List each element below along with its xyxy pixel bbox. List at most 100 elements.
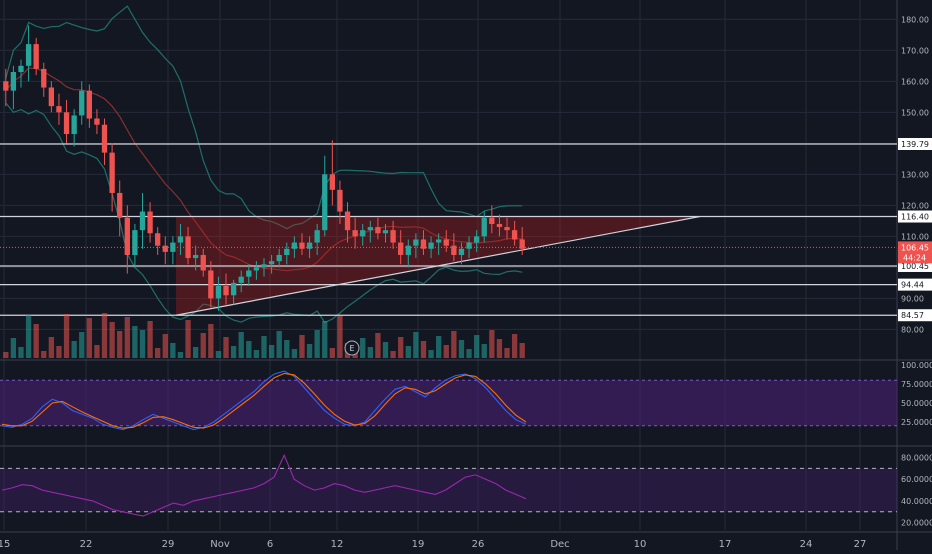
volume-bar <box>56 346 62 358</box>
candle-body <box>177 236 184 243</box>
price-tick-label: 150.00 <box>901 108 929 117</box>
rsi-tick-label: 80.0000 <box>901 454 932 463</box>
volume-bar <box>511 334 518 358</box>
candle-body <box>451 245 457 255</box>
volume-bar <box>519 343 525 358</box>
candle-body <box>208 270 214 299</box>
x-tick-label: 6 <box>267 539 273 550</box>
volume-bar <box>382 342 389 358</box>
volume-bar <box>155 348 161 358</box>
candle-body <box>162 245 168 252</box>
volume-bar <box>306 344 313 358</box>
level-tag-bg <box>898 137 932 150</box>
candle-body <box>291 242 298 249</box>
candle-body <box>322 174 328 231</box>
candle-body <box>443 239 449 246</box>
x-tick-label: Dec <box>550 539 569 550</box>
candle-body <box>33 44 39 69</box>
volume-bar <box>33 324 39 358</box>
candle-body <box>519 239 525 249</box>
price-tick-label: 90.00 <box>901 294 924 303</box>
rsi-line <box>1 453 527 517</box>
price-tick-label: 110.00 <box>901 232 929 241</box>
candle-body <box>398 242 404 255</box>
candle-body <box>223 285 229 296</box>
volume-bar <box>473 335 480 358</box>
candle-body <box>155 233 161 246</box>
x-tick-label: 17 <box>719 539 732 550</box>
candle-body <box>63 112 70 135</box>
volume-bar <box>352 352 358 358</box>
volume-bar <box>367 347 373 358</box>
price-tick-label: 160.00 <box>901 77 929 86</box>
volume-bar <box>428 350 434 358</box>
x-tick-label: 12 <box>331 539 344 550</box>
volume-bar <box>41 351 47 358</box>
candle-body <box>436 239 442 243</box>
volume-bar <box>458 340 465 358</box>
stochastic-pane <box>0 370 897 431</box>
candle-body <box>185 236 191 259</box>
candle-body <box>268 261 275 265</box>
volume-bar <box>405 346 411 358</box>
candle-body <box>367 227 373 231</box>
countdown-label: 44:24 <box>903 253 926 262</box>
volume-bar <box>360 338 366 358</box>
candle-body <box>48 87 55 107</box>
volume-bar <box>86 318 92 358</box>
volume-bar <box>79 332 85 358</box>
stochastic-band <box>0 380 897 426</box>
candle-body <box>466 242 472 249</box>
level-tag-label: 100.45 <box>901 262 929 271</box>
candle-body <box>314 230 320 243</box>
candle-body <box>375 227 381 234</box>
volume-bar <box>314 330 320 358</box>
candle-body <box>458 248 465 255</box>
x-tick-label: 24 <box>800 539 813 550</box>
candle-body <box>489 217 495 224</box>
candle-body <box>382 230 389 234</box>
price-pane: E <box>0 5 897 358</box>
volume-bar <box>200 333 206 358</box>
bollinger-upper <box>5 5 523 230</box>
candle-body <box>3 81 9 91</box>
volume-bar <box>170 343 176 358</box>
volume-bar <box>398 337 404 358</box>
level-tag-label: 139.79 <box>901 140 929 149</box>
volume-bar <box>466 349 472 358</box>
candle-body <box>420 239 427 249</box>
candle-body <box>86 90 92 119</box>
candle-body <box>299 242 305 249</box>
level-tag-bg <box>898 309 932 322</box>
candle-body <box>56 106 62 113</box>
rsi-tick-label: 20.0000 <box>901 519 932 528</box>
candle-body <box>261 264 267 268</box>
candle-body <box>230 282 237 296</box>
level-tag-bg <box>898 210 932 223</box>
candle-body <box>352 230 358 237</box>
volume-bar <box>215 351 222 358</box>
candle-body <box>109 152 115 193</box>
candle-body <box>79 90 85 116</box>
candle-body <box>481 217 487 237</box>
candle-body <box>238 276 244 283</box>
price-tick-label: 180.00 <box>901 15 929 24</box>
candle-body <box>511 230 518 240</box>
volume-bar <box>109 322 115 358</box>
x-tick-label: Nov <box>210 539 230 550</box>
x-tick-label: 19 <box>412 539 425 550</box>
rsi-band <box>0 468 897 512</box>
stochastic-tick-label: 100.0000 <box>901 361 932 370</box>
candle-body <box>192 254 199 259</box>
volume-bar <box>253 350 260 358</box>
level-tag-label: 116.40 <box>901 213 929 222</box>
volume-bar <box>63 314 70 358</box>
volume-bar <box>162 334 168 358</box>
volume-bar <box>10 338 17 358</box>
candle-body <box>504 227 510 231</box>
volume-bar <box>185 320 191 358</box>
level-tag-label: 94.44 <box>901 281 924 290</box>
candle-body <box>405 245 411 255</box>
volume-bar <box>223 337 229 358</box>
